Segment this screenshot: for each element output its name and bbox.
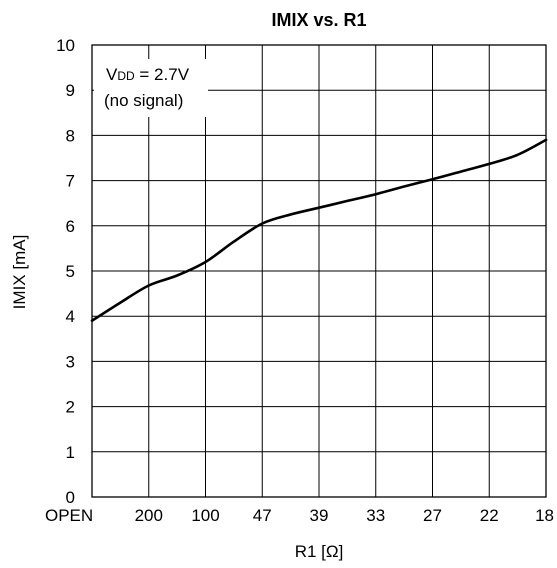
x-tick-label: OPEN <box>45 506 93 525</box>
annotation-background <box>94 59 208 117</box>
annotation-subscript: DD <box>117 69 135 83</box>
x-tick-label: 27 <box>423 506 442 525</box>
y-tick-labels: 0 1 2 3 4 5 6 7 8 9 10 <box>56 36 75 507</box>
chart-title: IMIX vs. R1 <box>271 10 366 30</box>
x-tick-label: 200 <box>135 506 163 525</box>
y-tick-label: 9 <box>66 81 75 100</box>
annotation-line-1: VDD = 2.7V <box>106 65 190 84</box>
y-gridlines <box>92 89 546 453</box>
plot-frame <box>91 44 547 498</box>
y-tick-label: 2 <box>66 398 75 417</box>
y-tick-label: 5 <box>66 262 75 281</box>
y-tick-label: 6 <box>66 217 75 236</box>
x-tick-label: 33 <box>366 506 385 525</box>
x-tick-label: 47 <box>253 506 272 525</box>
x-tick-label: 39 <box>310 506 329 525</box>
y-tick-label: 10 <box>56 36 75 55</box>
y-tick-label: 3 <box>66 352 75 371</box>
annotation-line-2: (no signal) <box>104 91 183 110</box>
y-tick-label: 8 <box>66 126 75 145</box>
annotation-prefix: V <box>106 65 118 84</box>
x-tick-labels: OPEN 200 100 47 39 33 27 22 18 <box>45 506 554 525</box>
y-tick-label: 0 <box>66 488 75 507</box>
series-line <box>90 138 548 322</box>
y-tick-label: 4 <box>66 307 75 326</box>
x-tick-label: 18 <box>535 506 554 525</box>
y-axis-label: IMIX [mA] <box>10 235 29 310</box>
x-tick-label: 22 <box>480 506 499 525</box>
y-tick-label: 7 <box>66 172 75 191</box>
annotation-value: = 2.7V <box>135 65 190 84</box>
annotation-box: VDD = 2.7V (no signal) <box>94 59 208 117</box>
y-tick-label: 1 <box>66 443 75 462</box>
x-tick-label: 100 <box>191 506 219 525</box>
x-axis-label: R1 [Ω] <box>295 542 344 561</box>
